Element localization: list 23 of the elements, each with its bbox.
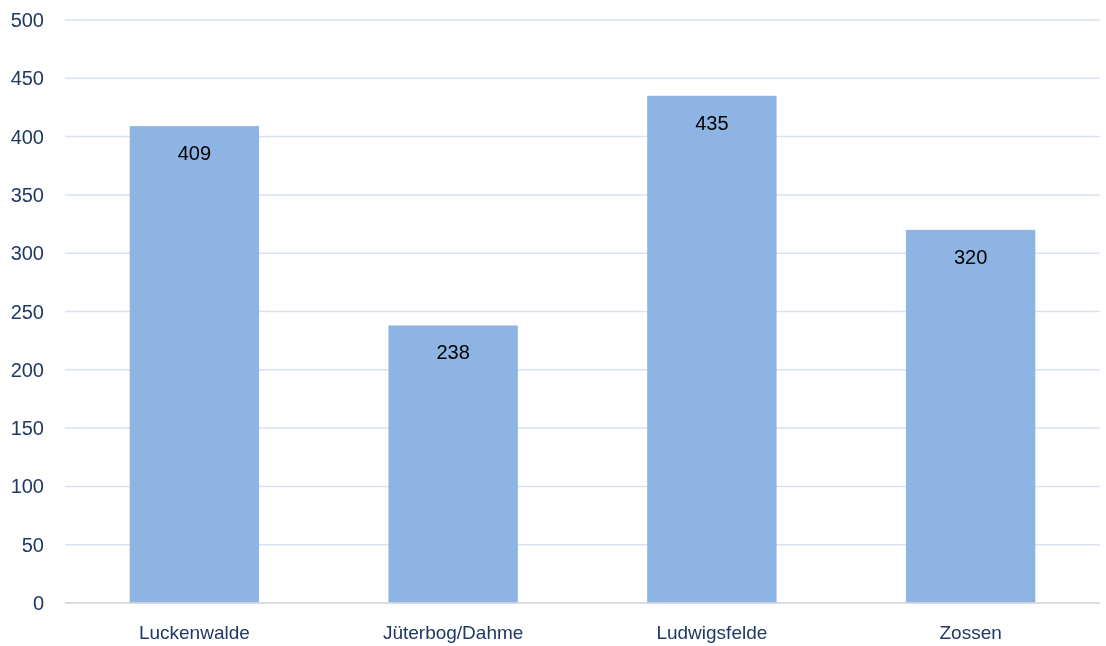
y-tick-label: 450 xyxy=(10,67,44,90)
y-tick-label: 250 xyxy=(10,300,44,323)
x-tick-label: Jüterbog/Dahme xyxy=(382,622,524,643)
data-label: 409 xyxy=(177,142,212,165)
x-tick-label: Zossen xyxy=(939,622,1002,643)
y-tick-label: 100 xyxy=(10,475,44,498)
bar xyxy=(905,229,1036,603)
data-label: 238 xyxy=(436,341,470,364)
bar xyxy=(388,325,518,603)
y-tick-label: 400 xyxy=(10,125,44,148)
data-label: 435 xyxy=(695,111,729,134)
y-tick-label: 0 xyxy=(32,592,44,614)
x-tick-label: Ludwigsfelde xyxy=(656,622,768,643)
y-tick-label: 350 xyxy=(10,183,44,206)
y-tick-label: 300 xyxy=(10,242,44,265)
y-tick-label: 200 xyxy=(10,358,44,381)
y-tick-label: 50 xyxy=(21,533,44,556)
data-label: 320 xyxy=(953,245,988,268)
bar xyxy=(129,126,260,603)
x-tick-label: Luckenwalde xyxy=(138,622,250,643)
y-tick-label: 150 xyxy=(10,417,44,440)
y-tick-label: 500 xyxy=(10,9,44,31)
bar xyxy=(647,95,777,603)
